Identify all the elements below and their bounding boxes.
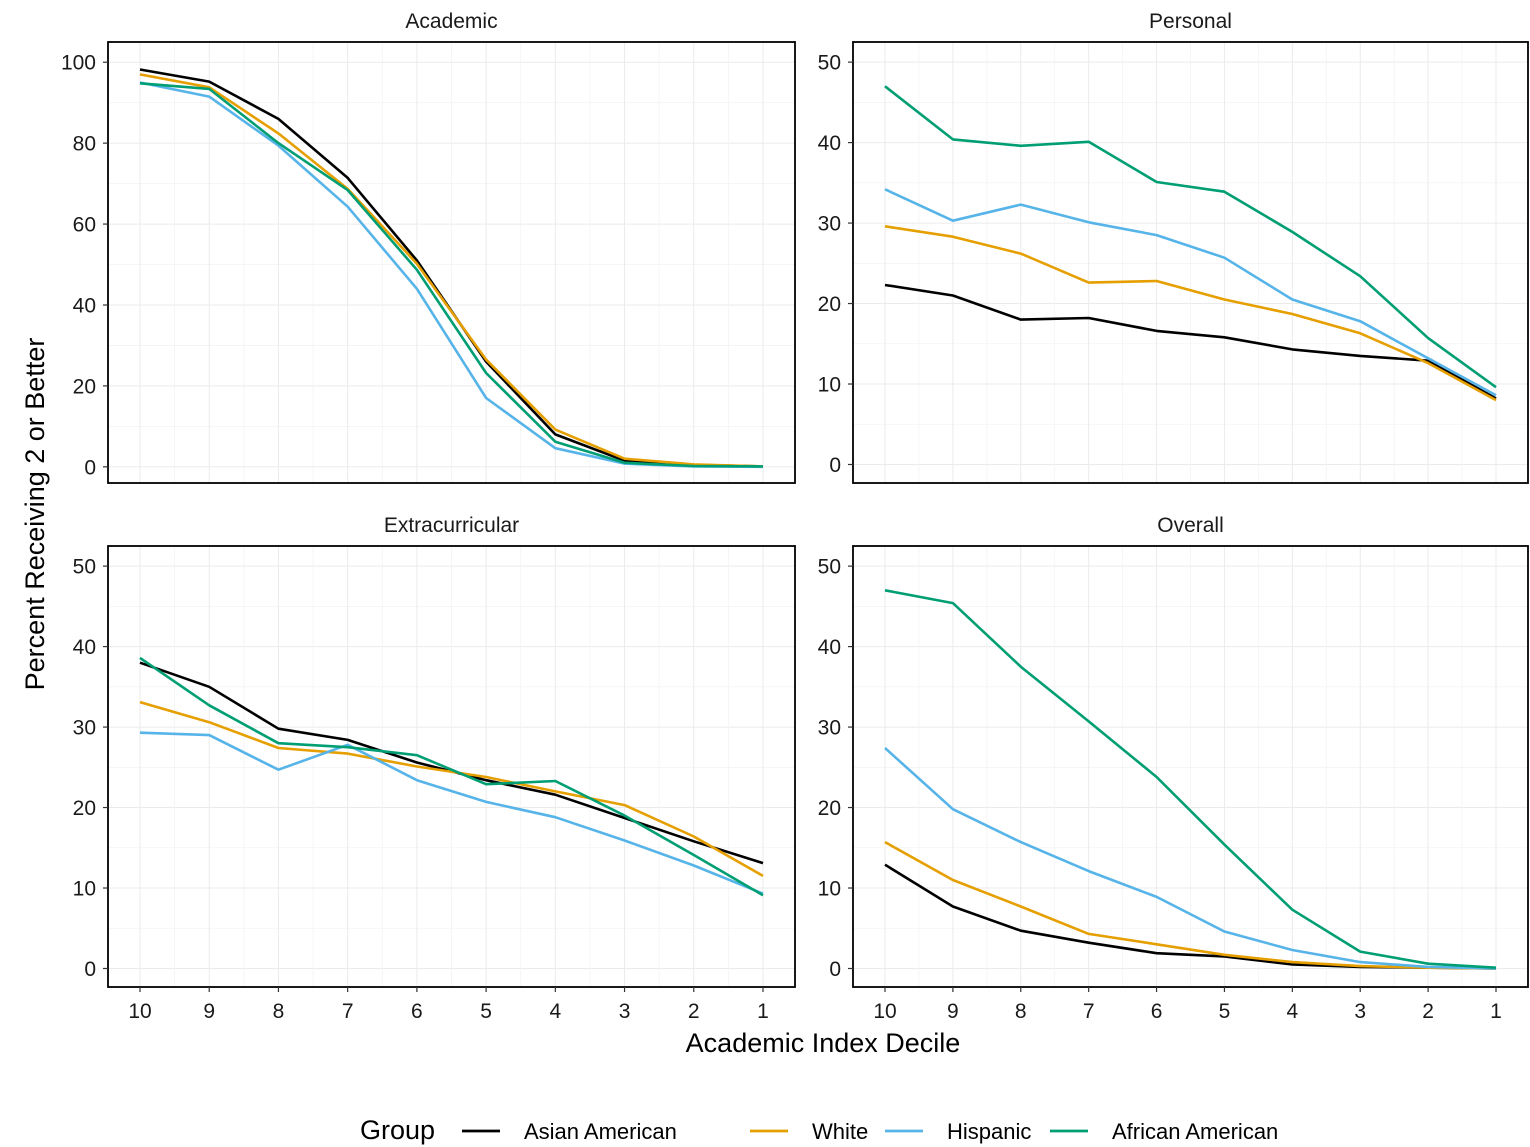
panel-title: Academic	[405, 10, 497, 33]
x-tick-label: 7	[342, 1000, 354, 1023]
y-tick-label: 30	[818, 717, 841, 740]
series-line-white	[139, 700, 764, 878]
y-tick-label: 60	[73, 214, 96, 237]
legend: Group Asian American White Hispanic African…	[360, 1115, 1278, 1145]
y-tick-label: 40	[818, 132, 841, 155]
legend-entry-hispanic: Hispanic	[885, 1119, 1031, 1144]
x-tick-label: 2	[1422, 1000, 1434, 1023]
x-tick-label: 3	[1354, 1000, 1366, 1023]
legend-entry-white: White	[750, 1119, 868, 1144]
x-tick-label: 4	[1286, 1000, 1298, 1023]
legend-entry-african-american: African American	[1050, 1119, 1278, 1144]
x-tick-label: 8	[1015, 1000, 1027, 1023]
series-group-academic	[139, 68, 764, 469]
y-tick-label: 0	[84, 456, 96, 479]
legend-label: Hispanic	[947, 1119, 1031, 1144]
series-line-white	[884, 840, 1497, 970]
series-line-african-american	[884, 589, 1497, 969]
panel-title: Overall	[1157, 514, 1224, 537]
series-line-african-american	[139, 82, 764, 468]
panel-title: Extracurricular	[384, 514, 519, 537]
legend-entry-asian-american: Asian American	[462, 1119, 677, 1144]
series-line-hispanic	[139, 731, 764, 895]
panel-border	[107, 41, 796, 484]
x-tick-label: 5	[480, 1000, 492, 1023]
y-tick-label: 10	[73, 878, 96, 901]
y-tick-label: 80	[73, 133, 96, 156]
series-group-extracurricular	[139, 656, 764, 897]
series-line-hispanic	[884, 747, 1497, 970]
x-axis-title: Academic Index Decile	[686, 1028, 961, 1058]
panel-border	[852, 545, 1529, 988]
panel-academic: 0 20 40 60 80 100 Academic	[61, 10, 796, 484]
legend-label: African American	[1112, 1119, 1278, 1144]
series-line-african-american	[884, 85, 1497, 389]
x-tick-label: 4	[549, 1000, 561, 1023]
x-tick-label: 1	[1490, 1000, 1502, 1023]
legend-label: Asian American	[524, 1119, 677, 1144]
y-tick-label: 40	[73, 636, 96, 659]
y-tick-label: 50	[818, 556, 841, 579]
gridlines-academic	[108, 42, 795, 483]
y-tick-label: 0	[84, 958, 96, 981]
series-line-white	[884, 225, 1497, 402]
panel-border	[852, 41, 1529, 484]
panels-layer: 020406080100Academic01020304050Personal0…	[61, 10, 1529, 1023]
y-tick-label: 30	[818, 213, 841, 236]
y-tick-label: 40	[73, 294, 96, 317]
series-line-asian-american	[884, 283, 1497, 400]
legend-label: White	[812, 1119, 868, 1144]
x-tick-label: 1	[757, 1000, 769, 1023]
x-tick-label: 6	[1151, 1000, 1163, 1023]
panel-title: Personal	[1149, 10, 1232, 33]
panel-overall: 0 10 20 30 40 50 10 9 8 7 6 5 4 3 2 1 Overall	[818, 514, 1529, 1023]
y-tick-label: 100	[61, 52, 96, 75]
y-tick-label: 20	[73, 375, 96, 398]
x-tick-label: 2	[688, 1000, 700, 1023]
y-tick-label: 0	[829, 958, 841, 981]
gridlines-personal	[853, 42, 1528, 483]
gridlines-extracurricular	[108, 546, 795, 987]
x-tick-label: 9	[203, 1000, 215, 1023]
series-line-hispanic	[884, 188, 1497, 397]
legend-title: Group	[360, 1115, 435, 1145]
x-tick-label: 7	[1083, 1000, 1095, 1023]
series-group-overall	[884, 589, 1497, 970]
x-tick-label: 8	[273, 1000, 285, 1023]
y-tick-label: 30	[73, 717, 96, 740]
panel-border	[107, 545, 796, 988]
x-tick-label: 9	[947, 1000, 959, 1023]
series-line-african-american	[139, 656, 764, 897]
gridlines-overall	[853, 546, 1528, 987]
y-tick-label: 20	[818, 797, 841, 820]
x-tick-label: 3	[619, 1000, 631, 1023]
series-line-white	[139, 73, 764, 468]
y-tick-label: 40	[818, 636, 841, 659]
y-tick-label: 50	[73, 556, 96, 579]
y-tick-label: 50	[818, 52, 841, 75]
y-tick-label: 0	[829, 454, 841, 477]
y-axis-title: Percent Receiving 2 or Better	[20, 338, 50, 691]
y-tick-label: 20	[818, 293, 841, 316]
y-tick-label: 10	[818, 374, 841, 397]
x-tick-label: 6	[411, 1000, 423, 1023]
panel-personal: 0 10 20 30 40 50 Personal	[818, 10, 1529, 484]
x-tick-label: 5	[1219, 1000, 1231, 1023]
panel-extracurricular: 0 10 20 30 40 50 10 9 8 7 6 5 4 3 2 1 Extracurricular	[73, 514, 796, 1023]
y-tick-label: 10	[818, 878, 841, 901]
x-tick-label: 10	[128, 1000, 151, 1023]
y-tick-label: 20	[73, 797, 96, 820]
series-group-personal	[884, 85, 1497, 402]
x-tick-label: 10	[873, 1000, 896, 1023]
